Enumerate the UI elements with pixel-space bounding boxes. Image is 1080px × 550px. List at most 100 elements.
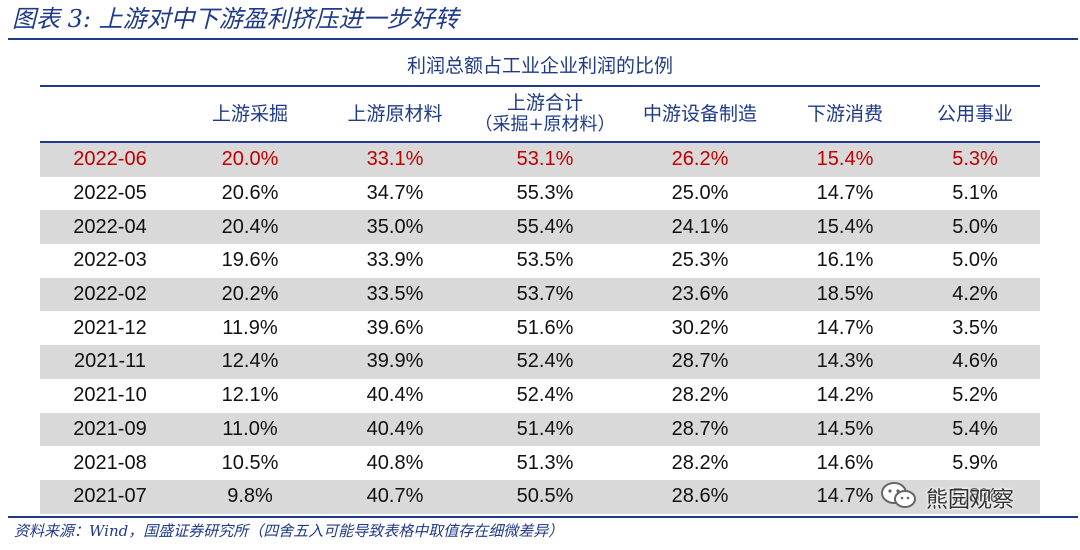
table-row: 2021-12 11.9% 39.6% 51.6% 30.2% 14.7% 3.5% (40, 311, 1040, 345)
row-value-cell: 20.0% (180, 142, 320, 177)
table-row: 2022-04 20.4% 35.0% 55.4% 24.1% 15.4% 5.0% (40, 210, 1040, 245)
row-value-cell: 34.7% (366, 182, 424, 205)
row-date-cell: 2021-08 (73, 451, 147, 474)
source-note: 资料来源：Wind，国盛证券研究所（四舍五入可能导致表格中取值存在细微差异） (14, 522, 564, 540)
table-row: 2022-06 20.0% 33.1% 53.1% 26.2% 15.4% 5.3% (40, 142, 1040, 177)
row-value-cell: 5.2% (952, 384, 998, 407)
table-row: 2022-03 19.6% 33.9% 53.5% 25.3% 16.1% 5.0% (40, 244, 1040, 278)
row-value-cell: 35.0% (320, 210, 470, 245)
table-row: 2021-11 12.4% 39.9% 52.4% 28.7% 14.3% 4.6% (40, 345, 1040, 379)
row-value-cell: 14.3% (780, 345, 910, 379)
row-value-cell: 40.4% (320, 412, 470, 447)
row-value-cell: 20.2% (180, 277, 320, 312)
figure-title: 图表 3: 上游对中下游盈利挤压进一步好转 (12, 5, 459, 33)
row-value-cell: 53.1% (470, 142, 620, 177)
bottom-rule (8, 516, 1078, 518)
row-date-cell: 2022-06 (40, 142, 180, 177)
header-utilities: 公用事业 (910, 87, 1040, 143)
row-value-cell: 52.4% (516, 384, 574, 407)
header-midstream-equipment: 中游设备制造 (620, 87, 780, 143)
watermark: 熊园观察 (880, 478, 1014, 518)
row-date-cell: 2021-07 (40, 479, 180, 514)
row-value-cell: 5.1% (952, 182, 998, 205)
row-value-cell: 5.4% (910, 412, 1040, 447)
wechat-icon (880, 481, 918, 515)
row-date-cell: 2022-03 (73, 249, 147, 272)
table-header: 上游采掘 上游原材料 上游合计 （采掘+原材料） 中游设备制造 下游消费 公用事… (40, 87, 1040, 143)
row-value-cell: 40.4% (366, 384, 424, 407)
row-value-cell: 28.7% (620, 412, 780, 447)
row-value-cell: 33.5% (320, 277, 470, 312)
row-value-cell: 28.7% (620, 345, 780, 379)
row-value-cell: 20.6% (221, 182, 279, 205)
header-upstream-total-sub: （采掘+原材料） (474, 114, 616, 135)
row-value-cell: 12.1% (221, 384, 279, 407)
row-value-cell: 24.1% (620, 210, 780, 245)
table-row: 2021-10 12.1% 40.4% 52.4% 28.2% 14.2% 5.2% (40, 379, 1040, 413)
row-value-cell: 28.2% (671, 451, 729, 474)
header-upstream-mining: 上游采掘 (180, 87, 320, 143)
row-value-cell: 5.0% (952, 249, 998, 272)
row-date-cell: 2022-02 (40, 277, 180, 312)
row-value-cell: 40.7% (320, 479, 470, 514)
header-upstream-total: 上游合计 （采掘+原材料） (470, 87, 620, 143)
row-value-cell: 26.2% (620, 142, 780, 177)
header-upstream-materials: 上游原材料 (320, 87, 470, 143)
row-value-cell: 14.7% (816, 182, 874, 205)
row-value-cell: 25.3% (671, 249, 729, 272)
row-value-cell: 53.5% (516, 249, 574, 272)
data-table-container: 利润总额占工业企业利润的比例 上游采掘 上游原材料 上游合计 （采掘+原材料） … (40, 47, 1040, 514)
header-upstream-total-label: 上游合计 (506, 92, 583, 114)
table-row: 2021-09 11.0% 40.4% 51.4% 28.7% 14.5% 5.4% (40, 412, 1040, 447)
row-value-cell: 23.6% (620, 277, 780, 312)
row-value-cell: 11.0% (180, 412, 320, 447)
row-value-cell: 14.7% (816, 316, 874, 339)
row-value-cell: 5.8% (910, 479, 1040, 514)
row-value-cell: 33.9% (366, 249, 424, 272)
row-value-cell: 28.6% (620, 479, 780, 514)
watermark-text: 熊园观察 (926, 488, 1015, 513)
row-date-cell: 2021-11 (40, 345, 180, 379)
row-value-cell: 25.0% (671, 182, 729, 205)
row-value-cell: 55.3% (516, 182, 574, 205)
table-body: 2022-06 20.0% 33.1% 53.1% 26.2% 15.4% 5.3% 2022… (40, 142, 1040, 514)
row-value-cell: 51.6% (516, 316, 574, 339)
row-value-cell: 4.6% (910, 345, 1040, 379)
table-row: 2021-07 9.8% 40.7% 50.5% 28.6% 14.7% 5.8% (40, 479, 1040, 514)
row-value-cell: 50.5% (470, 479, 620, 514)
table-row: 2021-08 10.5% 40.8% 51.3% 28.2% 14.6% 5.9% (40, 446, 1040, 480)
row-date-cell: 2021-10 (73, 384, 147, 407)
row-value-cell: 51.4% (470, 412, 620, 447)
header-row: 上游采掘 上游原材料 上游合计 （采掘+原材料） 中游设备制造 下游消费 公用事… (40, 87, 1040, 143)
row-value-cell: 5.3% (910, 142, 1040, 177)
row-value-cell: 10.5% (221, 451, 279, 474)
row-value-cell: 33.1% (320, 142, 470, 177)
row-date-cell: 2021-09 (40, 412, 180, 447)
table-caption: 利润总额占工业企业利润的比例 (40, 47, 1040, 87)
row-value-cell: 28.2% (671, 384, 729, 407)
row-value-cell: 52.4% (470, 345, 620, 379)
row-value-cell: 39.6% (366, 316, 424, 339)
header-date (40, 87, 180, 143)
row-value-cell: 5.0% (910, 210, 1040, 245)
row-value-cell: 14.2% (816, 384, 874, 407)
table-row: 2022-02 20.2% 33.5% 53.7% 23.6% 18.5% 4.2% (40, 277, 1040, 312)
row-value-cell: 40.8% (366, 451, 424, 474)
row-value-cell: 20.4% (180, 210, 320, 245)
row-value-cell: 51.3% (516, 451, 574, 474)
table-row: 2022-05 20.6% 34.7% 55.3% 25.0% 14.7% 5.1% (40, 177, 1040, 211)
row-value-cell: 15.4% (780, 210, 910, 245)
row-value-cell: 16.1% (816, 249, 874, 272)
profit-share-table: 上游采掘 上游原材料 上游合计 （采掘+原材料） 中游设备制造 下游消费 公用事… (40, 87, 1040, 514)
row-value-cell: 39.9% (320, 345, 470, 379)
row-date-cell: 2022-04 (40, 210, 180, 245)
row-value-cell: 9.8% (180, 479, 320, 514)
row-value-cell: 30.2% (671, 316, 729, 339)
row-value-cell: 55.4% (470, 210, 620, 245)
row-value-cell: 14.6% (816, 451, 874, 474)
row-value-cell: 3.5% (952, 316, 998, 339)
row-value-cell: 5.9% (952, 451, 998, 474)
row-value-cell: 14.5% (780, 412, 910, 447)
row-value-cell: 18.5% (780, 277, 910, 312)
row-value-cell: 11.9% (222, 316, 278, 339)
